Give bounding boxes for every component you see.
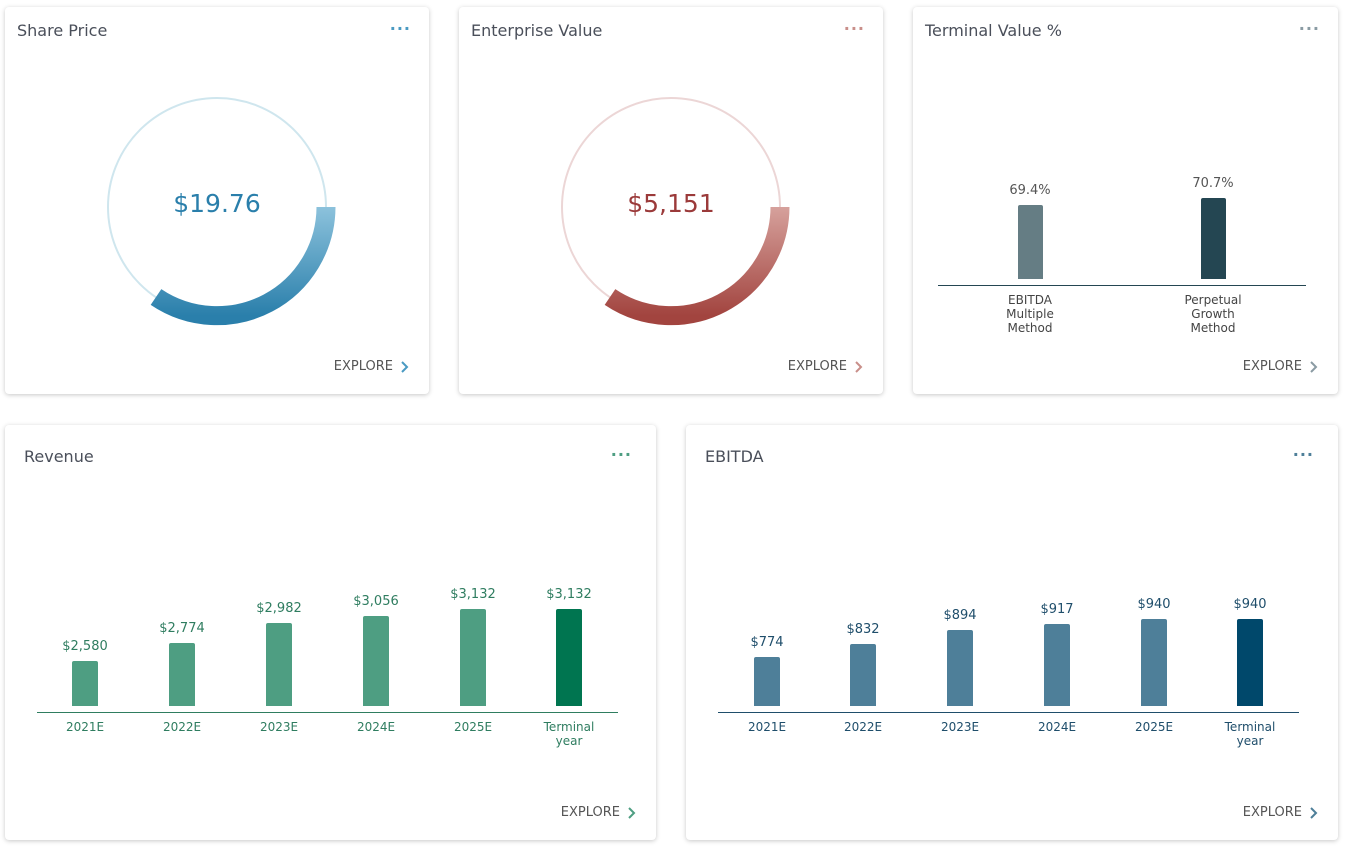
more-menu[interactable]: ··· bbox=[843, 19, 865, 38]
bar bbox=[754, 657, 780, 706]
bar bbox=[169, 642, 195, 706]
category-label: 2024E bbox=[1037, 720, 1077, 734]
axis-line bbox=[938, 285, 1306, 286]
more-menu[interactable]: ··· bbox=[1292, 445, 1314, 464]
category-label: 2023E bbox=[940, 720, 980, 734]
category-label: EBITDA Multiple Method bbox=[1006, 293, 1054, 335]
axis-line bbox=[718, 712, 1299, 713]
card: Enterprise Value ··· EXPLORE $5,151 bbox=[459, 7, 883, 394]
category-label: 2021E bbox=[65, 720, 105, 734]
bar bbox=[363, 616, 389, 706]
axis-line bbox=[37, 712, 618, 713]
value-label: $2,774 bbox=[159, 620, 205, 636]
bar bbox=[1200, 197, 1226, 279]
explore-button[interactable]: EXPLORE bbox=[334, 359, 409, 374]
value-label: $917 bbox=[1040, 602, 1074, 618]
category-label: Perpetual Growth Method bbox=[1184, 293, 1242, 335]
bar bbox=[1141, 619, 1167, 706]
card: Terminal Value % ··· EXPLORE 69.4% EBITDA Mu… bbox=[913, 7, 1338, 394]
card-title: Share Price bbox=[17, 21, 108, 40]
category-label: 2023E bbox=[259, 720, 299, 734]
card: Share Price ··· EXPLORE $19.76 bbox=[5, 7, 429, 394]
bar bbox=[266, 622, 292, 706]
value-label: $3,056 bbox=[353, 594, 399, 610]
bar bbox=[1044, 624, 1070, 706]
more-menu[interactable]: ··· bbox=[610, 445, 632, 464]
chevron bbox=[1310, 360, 1318, 373]
gauge bbox=[107, 97, 336, 326]
bar bbox=[1017, 204, 1043, 279]
explore-button[interactable]: EXPLORE bbox=[1243, 805, 1318, 820]
value-label: 70.7% bbox=[1192, 175, 1234, 191]
category-label: 2025E bbox=[453, 720, 493, 734]
card-title: EBITDA bbox=[705, 447, 764, 466]
value-label: 69.4% bbox=[1009, 182, 1051, 198]
explore-label: EXPLORE bbox=[1242, 805, 1302, 820]
value-label: $3,132 bbox=[450, 586, 496, 602]
chevron bbox=[628, 806, 636, 819]
chevron bbox=[401, 360, 409, 373]
gauge-value: $19.76 bbox=[173, 189, 261, 218]
gauge-arc bbox=[150, 206, 336, 326]
value-label: $832 bbox=[846, 621, 880, 637]
explore-label: EXPLORE bbox=[560, 805, 620, 820]
card-title: Enterprise Value bbox=[471, 21, 603, 40]
value-label: $2,982 bbox=[256, 600, 302, 616]
explore-label: EXPLORE bbox=[333, 359, 393, 374]
value-label: $774 bbox=[750, 635, 784, 651]
category-label: 2024E bbox=[356, 720, 396, 734]
card: Revenue ··· EXPLORE $2,580 2021E $2,774 2022E $… bbox=[5, 425, 656, 840]
more-menu[interactable]: ··· bbox=[389, 19, 411, 38]
category-label: Terminal year bbox=[543, 720, 595, 748]
explore-label: EXPLORE bbox=[1242, 359, 1302, 374]
gauge-arc bbox=[604, 206, 790, 326]
value-label: $894 bbox=[943, 607, 977, 623]
bar bbox=[850, 643, 876, 706]
value-label: $940 bbox=[1233, 597, 1267, 613]
category-label: 2022E bbox=[162, 720, 202, 734]
bar bbox=[947, 629, 973, 706]
card-title: Terminal Value % bbox=[925, 21, 1062, 40]
bar bbox=[1237, 619, 1263, 706]
explore-label: EXPLORE bbox=[787, 359, 847, 374]
category-label: 2021E bbox=[747, 720, 787, 734]
category-label: 2022E bbox=[843, 720, 883, 734]
gauge-value: $5,151 bbox=[627, 189, 715, 218]
gauge bbox=[561, 97, 790, 326]
more-menu[interactable]: ··· bbox=[1298, 19, 1320, 38]
bar bbox=[460, 608, 486, 706]
card: EBITDA ··· EXPLORE $774 2021E $832 2022E $894 20… bbox=[686, 425, 1338, 840]
value-label: $3,132 bbox=[546, 586, 592, 602]
category-label: Terminal year bbox=[1224, 720, 1276, 748]
explore-button[interactable]: EXPLORE bbox=[1243, 359, 1318, 374]
bar bbox=[556, 608, 582, 706]
chevron bbox=[855, 360, 863, 373]
explore-button[interactable]: EXPLORE bbox=[788, 359, 863, 374]
category-label: 2025E bbox=[1134, 720, 1174, 734]
card-title: Revenue bbox=[24, 447, 94, 466]
chevron bbox=[1310, 806, 1318, 819]
value-label: $2,580 bbox=[62, 638, 108, 654]
explore-button[interactable]: EXPLORE bbox=[561, 805, 636, 820]
value-label: $940 bbox=[1137, 597, 1171, 613]
bar bbox=[72, 660, 98, 706]
